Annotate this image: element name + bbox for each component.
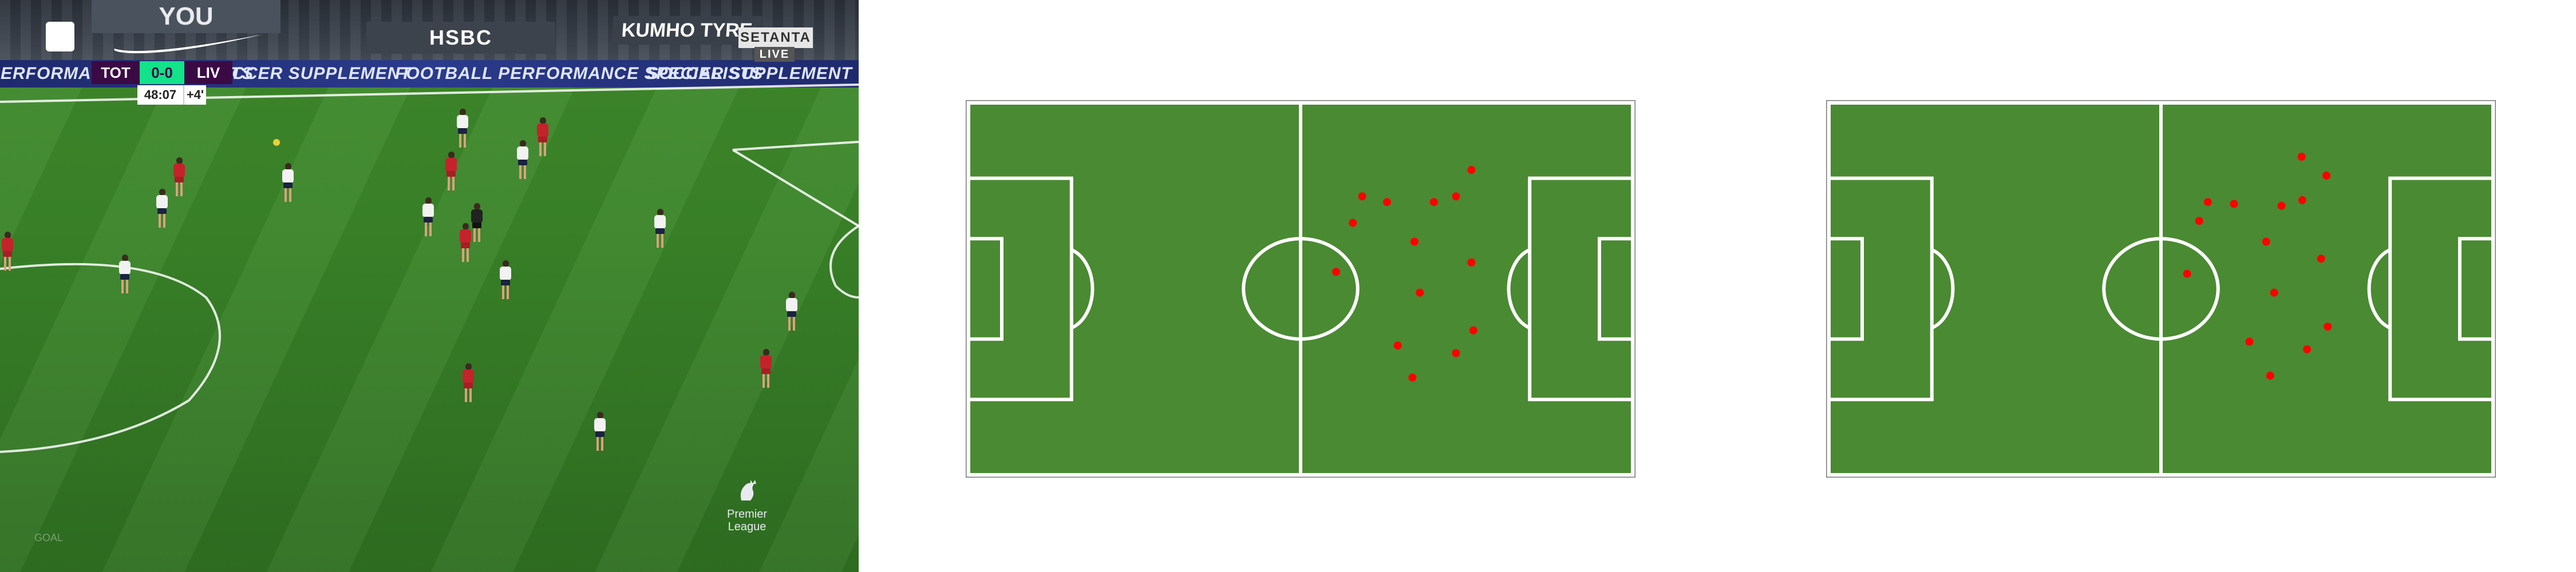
home-team: TOT	[92, 61, 140, 84]
watermark: GOAL	[34, 532, 64, 543]
player-marker	[2230, 200, 2238, 208]
player-marker	[2297, 153, 2306, 161]
top-board: YOU	[92, 0, 280, 33]
player-marker	[1452, 349, 1460, 357]
player-tottenham	[421, 197, 436, 237]
player-marker	[2303, 345, 2312, 353]
player-marker	[2262, 237, 2270, 246]
player-marker	[1452, 192, 1460, 201]
player-liverpool	[0, 232, 15, 272]
league-name: Premier League	[726, 508, 767, 533]
pitch-diagram-1	[966, 100, 1635, 478]
player-marker	[1349, 219, 1357, 227]
added-time: +4'	[183, 85, 206, 105]
ad-text: FOOTBALL PERFORMANCE SPECIALISTS	[395, 64, 764, 83]
player-marker	[1332, 268, 1341, 276]
player-marker	[1408, 374, 1417, 382]
player-liverpool	[172, 157, 187, 197]
ad-text: SOCCER SUPPLEMENT	[647, 64, 852, 83]
player-tottenham	[498, 260, 513, 300]
match-time: 48:07	[137, 85, 183, 105]
player-marker	[1358, 192, 1366, 201]
player-tottenham	[653, 209, 667, 249]
player-liverpool	[535, 117, 550, 157]
player-tottenham	[155, 189, 169, 229]
pitch-diagram-2	[1826, 100, 2496, 478]
right-penalty-arc	[1507, 248, 1531, 330]
hsbc-board: HSBC	[366, 22, 555, 54]
right-goal-area	[2458, 237, 2493, 341]
player-marker	[2324, 323, 2332, 331]
player-tottenham	[592, 412, 607, 452]
ball	[273, 139, 280, 146]
player-liverpool	[458, 223, 473, 263]
player-marker	[1416, 288, 1424, 297]
player-tottenham	[784, 292, 799, 332]
player-tottenham	[515, 140, 530, 180]
broadcast-frame: YOU HSBC KUMHO TYRE PERFORMANCE SPECIALI…	[0, 0, 859, 572]
center-circle	[2102, 237, 2220, 341]
premier-league-logo: Premier League	[724, 478, 770, 552]
right-penalty-area	[1528, 176, 1633, 402]
referee	[469, 203, 484, 243]
left-penalty-area	[969, 176, 1073, 402]
center-circle	[1242, 237, 1360, 341]
player-marker	[2203, 198, 2212, 206]
player-marker	[2245, 337, 2254, 346]
player-marker	[2298, 196, 2306, 204]
player-liverpool	[758, 349, 773, 389]
player-marker	[1429, 198, 1438, 206]
broadcaster-logo: SETANTA	[738, 27, 813, 48]
lion-icon	[740, 480, 756, 500]
score: 0-0	[140, 61, 184, 84]
scorebug: TOT 0-0 LIV	[92, 61, 232, 84]
left-penalty-area	[1829, 176, 1934, 402]
pitch-svg	[966, 100, 1635, 478]
player-marker	[2270, 288, 2278, 297]
player-marker	[1393, 341, 1402, 349]
left-penalty-arc	[1070, 248, 1095, 330]
right-penalty-area	[2388, 176, 2493, 402]
player-marker	[2317, 255, 2325, 263]
match-clock: 48:07 +4'	[137, 85, 206, 105]
live-badge: LIVE	[754, 47, 795, 62]
player-marker	[1382, 198, 1391, 206]
player-marker	[2183, 269, 2191, 278]
player-marker	[2195, 217, 2203, 225]
away-team: LIV	[184, 61, 232, 84]
player-liverpool	[461, 363, 476, 403]
stadium-clock-board	[46, 22, 74, 51]
player-marker	[2266, 371, 2274, 380]
player-marker	[2322, 172, 2330, 180]
player-liverpool	[444, 152, 459, 192]
player-marker	[1467, 166, 1476, 174]
right-goal-area	[1598, 237, 1633, 341]
player-marker	[1467, 258, 1476, 267]
ad-text: SOCCER SUPPLEMENT	[206, 64, 412, 83]
left-goal-area	[969, 237, 1003, 341]
player-tottenham	[455, 109, 470, 149]
player-tottenham	[117, 255, 132, 295]
swoosh-logo	[114, 34, 263, 54]
pitch-svg	[1826, 100, 2496, 478]
player-tottenham	[280, 163, 295, 203]
right-penalty-arc	[2367, 248, 2391, 330]
left-goal-area	[1829, 237, 1864, 341]
player-marker	[1410, 237, 1419, 246]
player-marker	[2277, 201, 2286, 210]
left-penalty-arc	[1931, 248, 1955, 330]
player-marker	[1469, 326, 1477, 335]
pitch-grass	[0, 88, 859, 572]
